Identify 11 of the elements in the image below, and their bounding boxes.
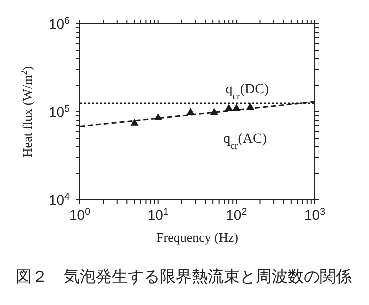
y-tick-label: 10$^{5}$ <box>48 104 71 120</box>
x-axis-title: Frequency (Hz) <box>156 230 238 245</box>
x-tick-label: 10$^{3}$ <box>304 206 326 223</box>
x-tick-label: 10$^{2}$ <box>226 206 248 223</box>
x-tick-label: 10$^{1}$ <box>148 206 169 223</box>
y-tick-label: 10$^{6}$ <box>48 16 71 32</box>
y-tick-label: 10$^{4}$ <box>48 192 71 208</box>
x-tick-label: 10$^{0}$ <box>69 206 92 223</box>
text: 図２ 気泡発生する限界熱流束と周波数の関係 <box>16 267 353 288</box>
ref-line-label: q$_{cr}$(DC) <box>226 82 270 102</box>
series-label: q$_{cr}$(AC) <box>224 132 268 152</box>
